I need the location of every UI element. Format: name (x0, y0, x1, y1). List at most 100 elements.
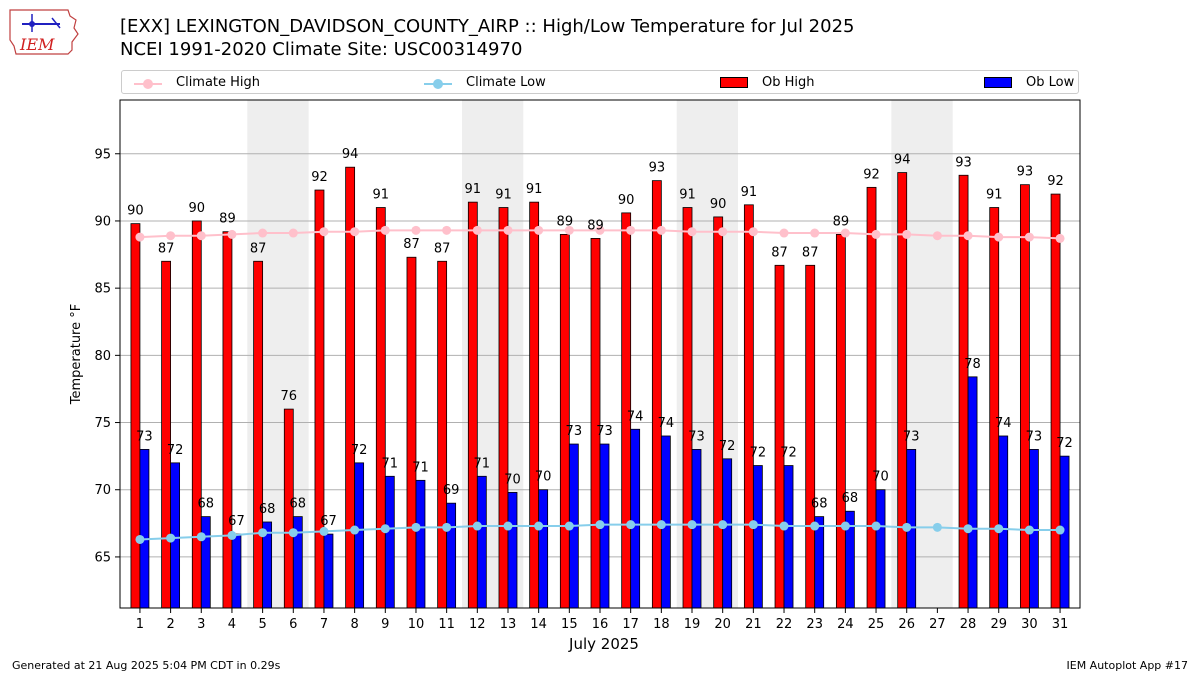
climate-high-point (135, 232, 145, 242)
climate-high-point (166, 231, 176, 241)
x-tick-label: 10 (408, 617, 425, 632)
climate-low-point (442, 522, 452, 532)
bars (130, 166, 1070, 609)
x-tick-label: 24 (837, 617, 854, 632)
ob-high-label: 87 (250, 241, 267, 256)
ob-low-label: 73 (688, 429, 705, 444)
x-tick-label: 23 (806, 617, 823, 632)
climate-low-point (411, 522, 421, 532)
ob-low-label: 68 (811, 497, 828, 512)
climate-high-point (932, 231, 942, 241)
ob-high-bar (559, 233, 570, 609)
ob-high-label: 87 (403, 237, 420, 252)
climate-low-point (503, 521, 513, 531)
ob-high-label: 89 (833, 214, 850, 229)
climate-high-point (656, 225, 666, 235)
chart-title: [EXX] LEXINGTON_DAVIDSON_COUNTY_AIRP :: … (120, 16, 855, 37)
x-tick-label: 9 (381, 617, 389, 632)
ob-low-bar (415, 479, 426, 609)
ob-high-bar (253, 260, 264, 609)
climate-high-point (626, 225, 636, 235)
ob-low-label: 73 (566, 424, 583, 439)
climate-low-point (718, 520, 728, 530)
y-tick-label: 75 (94, 416, 111, 431)
ob-high-label: 87 (771, 245, 788, 260)
ob-high-label: 87 (434, 241, 451, 256)
ob-high-label: 90 (189, 201, 206, 216)
x-tick-label: 19 (684, 617, 701, 632)
climate-low-point (963, 524, 973, 534)
ob-high-label: 89 (557, 214, 574, 229)
ob-high-label: 93 (955, 155, 972, 170)
y-tick-label: 85 (94, 282, 111, 297)
ob-low-label: 74 (627, 409, 644, 424)
climate-low-point (810, 521, 820, 531)
ob-high-label: 93 (649, 161, 666, 176)
ob-low-bar (446, 502, 457, 609)
ob-high-bar (375, 207, 386, 609)
climate-high-point (227, 229, 237, 239)
pink-dot-icon (143, 79, 153, 89)
x-tick-label: 28 (960, 617, 977, 632)
ob-low-bar (323, 533, 334, 609)
x-tick-label: 29 (990, 617, 1007, 632)
ob-high-bar (130, 223, 141, 609)
ob-low-label: 70 (504, 472, 521, 487)
climate-low-point (1024, 525, 1034, 535)
climate-high-point (1024, 232, 1034, 242)
ob-low-label: 71 (474, 456, 491, 471)
climate-high-point (994, 232, 1004, 242)
ob-high-label: 91 (373, 188, 390, 203)
climate-low-point (380, 524, 390, 534)
climate-low-point (350, 525, 360, 535)
ob-low-label: 72 (1056, 436, 1073, 451)
footer-generated: Generated at 21 Aug 2025 5:04 PM CDT in … (12, 659, 281, 672)
x-tick-label: 21 (745, 617, 762, 632)
ob-low-bar (814, 516, 825, 609)
ob-low-bar (231, 533, 242, 609)
climate-low-point (687, 520, 697, 530)
climate-high-point (196, 231, 206, 241)
ob-low-label: 73 (596, 424, 613, 439)
climate-high-point (748, 227, 758, 237)
x-tick-label: 30 (1021, 617, 1038, 632)
x-tick-label: 3 (197, 617, 205, 632)
climate-low-point (871, 521, 881, 531)
climate-high-point (1055, 233, 1065, 243)
ob-low-label: 68 (198, 497, 215, 512)
data-labels: 90 73 87 72 90 68 89 67 87 68 76 68 92 67 94 72 91 71 87 71… (127, 147, 1073, 529)
climate-high-point (779, 228, 789, 238)
iem-logo: IEM (8, 6, 80, 58)
climate-low-point (319, 526, 329, 536)
ob-high-bar (529, 201, 540, 609)
y-tick-label: 90 (94, 214, 111, 229)
ob-low-bar (538, 489, 549, 609)
y-tick-label: 80 (94, 349, 111, 364)
x-tick-label: 13 (500, 617, 517, 632)
ob-low-label: 67 (320, 514, 337, 529)
x-tick-label: 15 (561, 617, 578, 632)
climate-low-point (595, 520, 605, 530)
climate-low-point (748, 520, 758, 530)
ob-high-label: 91 (526, 182, 543, 197)
ob-high-label: 76 (281, 389, 298, 404)
ob-low-label: 72 (719, 439, 736, 454)
ob-high-bar (805, 264, 816, 609)
ob-low-bar (200, 516, 211, 609)
x-tick-label: 16 (592, 617, 609, 632)
climate-high-point (810, 228, 820, 238)
ob-high-bar (774, 264, 785, 609)
x-tick-label: 8 (350, 617, 358, 632)
ob-low-label: 70 (535, 470, 552, 485)
x-tick-label: 2 (166, 617, 174, 632)
ob-low-label: 69 (443, 483, 460, 498)
ob-low-label: 68 (290, 497, 307, 512)
ob-high-bar (651, 180, 662, 609)
ob-low-label: 74 (995, 416, 1012, 431)
climate-high-point (411, 225, 421, 235)
climate-high-point (288, 228, 298, 238)
ob-low-label: 68 (842, 491, 859, 506)
ob-high-label: 90 (618, 193, 635, 208)
climate-high-point (442, 225, 452, 235)
